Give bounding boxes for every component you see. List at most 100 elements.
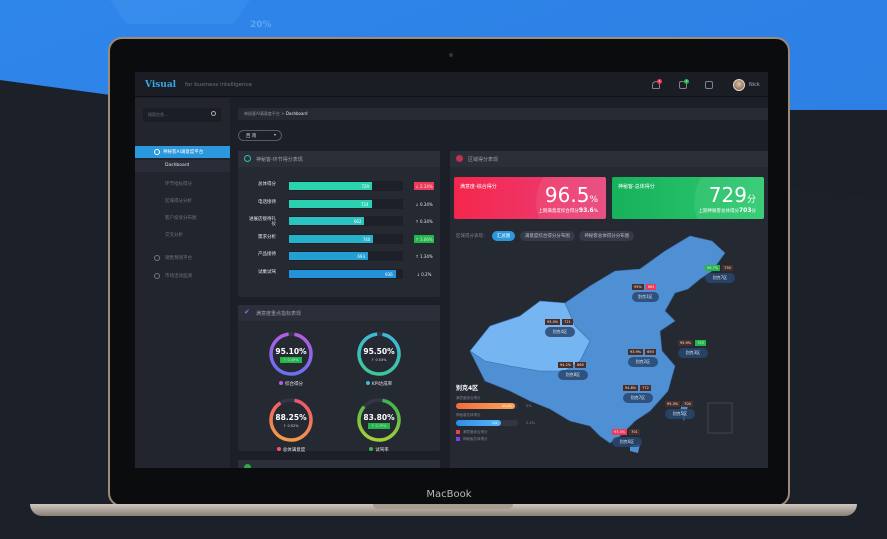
map-region-east [469, 235, 726, 444]
ring-label: 综合得分 [256, 381, 326, 387]
legend-bar-mystery: 721 [456, 420, 501, 426]
legend-bar-satisfaction: 95.0% [456, 403, 515, 409]
sidebar: 搜索信息... 神秘客AI满意度平台 Dashboard 环节指标得分 区域得分… [135, 98, 230, 468]
region-score-panel: 区域得分表现 满意度-综合得分 96.5% 上期满意度综合得分93.6% 神秘客… [450, 151, 768, 468]
map-region-marker[interactable]: 93.9% 693 别克2区 [628, 349, 658, 367]
stage-bar: 729 [289, 182, 373, 190]
map-region-marker[interactable]: 95.0% 721 别克4区 [545, 319, 575, 337]
stage-change: ↑ 1.34% [415, 254, 433, 259]
tab-satisfaction-map[interactable]: 满意度综合得分分布图 [519, 231, 575, 241]
platform-icon [154, 149, 160, 155]
tab-summary[interactable]: 汇总图 [491, 231, 516, 241]
calendar-icon[interactable] [705, 81, 713, 89]
stage-row: 产品接待 693 ↑ 1.34% [238, 251, 440, 261]
stage-row: 进展店接待礼仪 662 ↑ 0.34% [238, 216, 440, 226]
stage-row: 电话接待 724 ↓ 0.34% [238, 198, 440, 209]
ring-label: 总体满意度 [256, 447, 326, 453]
ring-value: 88.25% [275, 413, 307, 422]
stage-bar-track: 936 [289, 268, 403, 279]
ring-gauge [357, 398, 401, 442]
stage-change: ↑ 0.34% [415, 219, 433, 224]
map-region-marker[interactable]: 94.8% 772 别克7区 [623, 385, 653, 403]
sidebar-item-complaints[interactable]: 客户投诉分布图 [165, 216, 197, 221]
sidebar-item-stage-scores[interactable]: 环节指标得分 [165, 182, 192, 187]
stage-score-panel: 神秘客-环节得分表现 总体得分 729 ↓ 2.34% 电话接待 724 ↓ 0.… [238, 151, 440, 297]
background-deco-text: 20% [250, 20, 272, 30]
map-region-west [469, 300, 591, 372]
ring-gauge [269, 398, 313, 442]
sidebar-item-market-monitor[interactable]: 市场活动监测 [135, 270, 230, 282]
stage-row: 需求分析 740 ↑ 3.06% [238, 233, 440, 244]
background-decoration [110, 0, 250, 24]
stage-bar: 936 [289, 269, 396, 278]
car-icon [154, 273, 160, 279]
stage-row: 总体得分 729 ↓ 2.34% [238, 181, 440, 191]
map-tabs: 区域得分表现： 汇总图 满意度综合得分分布图 神秘客总体得分分布图 [456, 231, 635, 241]
map-region-marker[interactable]: 94.2% 665 别克8区 [558, 362, 588, 380]
forecast-icon [154, 255, 160, 261]
kpi-mystery-score: 神秘客-总体得分 729分 上期神秘客总体得分703分 [612, 177, 764, 219]
stage-bar: 662 [289, 217, 365, 225]
stage-change: ↓ 0.2% [416, 271, 432, 277]
ring-label: KPI达成率 [344, 381, 414, 387]
search-icon[interactable] [211, 111, 216, 116]
stage-label: 进展店接待礼仪 [249, 217, 276, 227]
stage-label: 总体得分 [258, 182, 276, 187]
stage-label: 需求分析 [258, 234, 276, 240]
avatar[interactable] [733, 79, 745, 91]
map-region-marker[interactable]: 93.3% 701 别克6区 [612, 429, 642, 447]
map-legend: 别克4区 满意度综合得分 95.0% 0% 神秘客总体得分 721 2.4% 满意度… [456, 385, 535, 441]
next-panel [238, 460, 440, 468]
panel-header: 区域得分表现 [450, 151, 768, 167]
ring-value: 95.50% [363, 347, 395, 356]
ring-value: 95.10% [275, 347, 307, 356]
tagline: for business intelligence [185, 82, 252, 88]
dashboard-screen: Visual for business intelligence 1 1 Nic… [135, 72, 768, 468]
ring-change: ↑ 0.79% [368, 423, 390, 429]
panel-header: ✔ 满意度重点指标表现 [238, 305, 440, 321]
ring-gauge [269, 332, 313, 376]
stage-change: ↓ 0.34% [415, 201, 433, 207]
map-inset [707, 402, 733, 434]
ring-value: 83.80% [363, 413, 395, 422]
map-region-marker[interactable]: 95.3% 700 别克5区 [665, 401, 695, 419]
ring-change: ↑ 0.49% [280, 357, 302, 363]
tab-mystery-map[interactable]: 神秘客总体得分分布图 [579, 231, 635, 241]
region-icon [456, 155, 463, 162]
user-name[interactable]: Nick [749, 82, 760, 88]
top-bar: Visual for business intelligence 1 1 Nic… [135, 72, 768, 97]
stage-label: 电话接待 [258, 199, 276, 205]
device-brand: MacBook [426, 489, 472, 500]
stage-label: 试乘试驾 [258, 269, 276, 275]
map-region-marker[interactable]: 95.9% 793 别克3区 [678, 340, 708, 358]
stage-bar: 740 [289, 234, 374, 243]
ring-label: 试驾率 [344, 447, 414, 453]
sidebar-item-region-analysis[interactable]: 区域得分分析 [165, 199, 192, 204]
ring-change: ↑ 0.54% [371, 358, 387, 362]
region-select[interactable]: 西 南 [238, 130, 282, 141]
sidebar-item-ai-platform[interactable]: 神秘客AI满意度平台 [135, 146, 230, 158]
stage-label: 产品接待 [258, 252, 276, 257]
stage-bar: 724 [289, 199, 372, 208]
sidebar-item-sales-forecast[interactable]: 销售预测平台 [135, 252, 230, 264]
map-region-marker[interactable]: 95% 665 别克1区 [632, 284, 659, 302]
laptop-notch [373, 504, 513, 509]
panel-header: 神秘客-环节得分表现 [238, 151, 440, 167]
stage-bar-track: 724 [289, 198, 403, 209]
stage-change: ↓ 2.34% [414, 182, 434, 190]
stage-row: 试乘试驾 936 ↓ 0.2% [238, 268, 440, 279]
focus-metrics-panel: ✔ 满意度重点指标表现 95.10% ↑ 0.49% 综合得分 95.50% ↑ … [238, 305, 440, 453]
stage-bar-track: 693 [289, 251, 403, 261]
bell-icon[interactable]: 1 [652, 79, 662, 89]
ring-change: ↑ 0.52% [283, 424, 299, 428]
stage-bar-track: 740 [289, 233, 403, 244]
stage-bar-track: 729 [289, 181, 403, 191]
mail-icon[interactable]: 1 [679, 79, 689, 89]
stage-change: ↑ 3.06% [414, 234, 434, 243]
map-region-marker[interactable]: 96.7% 730 别克7区 [705, 265, 735, 283]
sidebar-item-cross-analysis[interactable]: 交叉分析 [165, 233, 183, 238]
ring-gauge [357, 332, 401, 376]
refresh-icon [244, 155, 251, 162]
sidebar-item-dashboard[interactable]: Dashboard [135, 160, 230, 172]
search-input[interactable]: 搜索信息... [143, 108, 221, 122]
